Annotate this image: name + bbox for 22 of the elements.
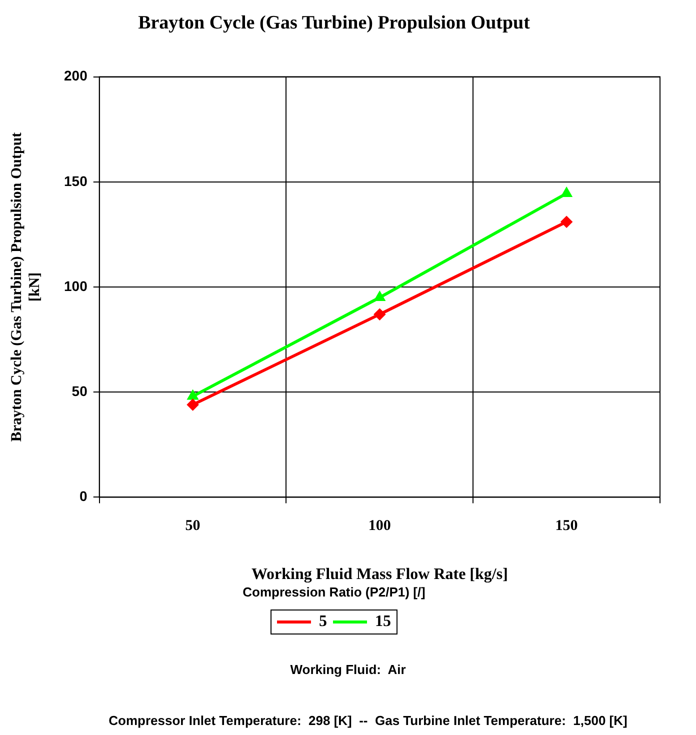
y-tick-label: 150	[64, 172, 88, 189]
legend-label: 5	[319, 613, 327, 630]
point	[374, 292, 385, 302]
y-tick-label: 100	[64, 278, 88, 294]
x-tick-label: 50	[185, 518, 200, 534]
y-tick-label: 200	[64, 68, 88, 84]
point	[187, 399, 198, 410]
x-axis-title: Working Fluid Mass Flow Rate [kg/s]	[251, 566, 508, 583]
point	[188, 390, 198, 400]
x-tick-label: 150	[555, 518, 578, 534]
text: Compressor Inlet Temperature: 298 [K] -- Gas Turbine Inlet Temperature: 1,500 [K]	[108, 713, 628, 728]
point	[562, 188, 572, 197]
legend-title: Compression Ratio (P2/P1) [/]	[242, 584, 426, 600]
y-tick-label: 50	[72, 382, 88, 399]
point	[374, 308, 386, 320]
y-axis-title: Brayton Cycle (Gas Turbine) Propulsion Output [kN]	[8, 132, 43, 442]
x-tick-label: 100	[368, 518, 391, 534]
point	[561, 216, 572, 228]
text: Working Fluid: Air	[289, 662, 407, 677]
chart-title: Brayton Cycle (Gas Turbine) Propulsion Output	[138, 12, 531, 34]
y-tick-label: 0	[80, 488, 88, 504]
legend-label: 15	[375, 613, 391, 630]
